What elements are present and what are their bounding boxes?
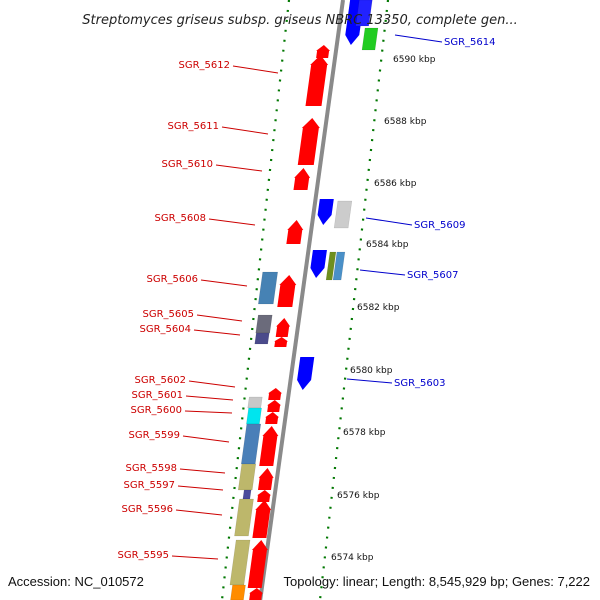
feature-block-khaki — [234, 498, 254, 537]
chromosome-backbone — [258, 0, 345, 600]
left-gene-labels: SGR_5612 SGR_5611 SGR_5610 SGR_5608 SGR_… — [118, 60, 231, 561]
gene-arrow-plus — [274, 337, 289, 347]
gene-arrow-plus — [247, 540, 268, 588]
gene-label-sgr5611[interactable]: SGR_5611 — [168, 121, 220, 132]
leader-line — [188, 380, 236, 388]
gene-arrow-plus — [257, 468, 274, 490]
leader-line — [171, 555, 219, 560]
feature-block-khaki — [229, 539, 251, 586]
gene-label-sgr5604[interactable]: SGR_5604 — [140, 324, 192, 335]
gene-label-sgr5602[interactable]: SGR_5602 — [135, 375, 187, 386]
tick-label: 6576 kbp — [337, 491, 380, 501]
tick-label: 6574 kbp — [331, 553, 374, 563]
leader-line — [200, 279, 248, 287]
gene-arrow-plus — [286, 220, 304, 244]
feature-block-grey — [333, 200, 353, 229]
feature-block-lightgrey — [247, 396, 263, 409]
leader-line — [177, 485, 224, 491]
gene-arrow-plus — [268, 388, 283, 400]
leader-line — [359, 269, 406, 276]
tick-label: 6582 kbp — [357, 303, 400, 313]
feature-block-cyan — [246, 407, 262, 425]
feature-block-slate — [255, 314, 273, 334]
leader-line — [193, 329, 241, 336]
left-scale-line — [220, 0, 291, 600]
feature-block-steelblue — [240, 423, 262, 465]
gene-label-sgr5609[interactable]: SGR_5609 — [414, 220, 466, 231]
leader-line — [182, 435, 230, 443]
feature-block-orange — [230, 584, 246, 600]
gene-arrow-plus — [275, 318, 291, 337]
map-title: Streptomyces griseus subsp. griseus NBRC… — [82, 13, 517, 28]
gene-label-sgr5612[interactable]: SGR_5612 — [179, 60, 231, 71]
scale-tick-labels: 6590 kbp 6588 kbp 6586 kbp 6584 kbp 6582… — [331, 55, 436, 563]
gene-label-sgr5607[interactable]: SGR_5607 — [407, 270, 459, 281]
gene-arrow-plus — [265, 412, 280, 424]
feature-block-green — [361, 27, 379, 51]
gene-label-sgr5603[interactable]: SGR_5603 — [394, 378, 446, 389]
gene-arrow-plus — [305, 55, 329, 106]
gene-label-sgr5599[interactable]: SGR_5599 — [129, 430, 181, 441]
tick-label: 6584 kbp — [366, 240, 409, 250]
leader-line — [175, 509, 223, 516]
gene-arrow-plus — [252, 500, 272, 538]
gene-arrow-plus — [267, 400, 282, 412]
gene-arrow-plus — [277, 275, 297, 307]
gene-label-sgr5614[interactable]: SGR_5614 — [444, 37, 496, 48]
gene-label-sgr5600[interactable]: SGR_5600 — [131, 405, 183, 416]
feature-block-steel — [332, 251, 346, 281]
leader-line — [196, 314, 243, 322]
gene-arrow-plus — [293, 168, 311, 190]
feature-block-slate — [242, 489, 252, 500]
gene-label-sgr5606[interactable]: SGR_5606 — [147, 274, 199, 285]
tick-label: 6590 kbp — [393, 55, 436, 65]
gene-label-sgr5597[interactable]: SGR_5597 — [124, 480, 176, 491]
leader-line — [232, 65, 279, 74]
feature-block-darkslate — [254, 332, 270, 345]
gene-arrow-minus — [317, 199, 334, 225]
gene-label-sgr5598[interactable]: SGR_5598 — [126, 463, 178, 474]
gene-label-sgr5605[interactable]: SGR_5605 — [143, 309, 195, 320]
tick-label: 6588 kbp — [384, 117, 427, 127]
tick-label: 6580 kbp — [350, 366, 393, 376]
gene-label-sgr5595[interactable]: SGR_5595 — [118, 550, 170, 561]
feature-block-steelblue — [258, 271, 278, 305]
gene-arrow-plus — [249, 588, 264, 600]
tick-label: 6586 kbp — [374, 179, 417, 189]
gene-label-sgr5601[interactable]: SGR_5601 — [132, 390, 184, 401]
leader-line — [208, 218, 256, 226]
right-gene-labels: SGR_5614 SGR_5609 SGR_5607 SGR_5603 — [394, 37, 496, 389]
genome-summary-text: Topology: linear; Length: 8,545,929 bp; … — [284, 574, 590, 589]
leader-line — [179, 468, 226, 474]
feature-block-khaki — [237, 463, 257, 491]
leader-line — [346, 378, 393, 384]
gene-arrow-plus — [257, 490, 272, 502]
leader-line — [185, 395, 234, 401]
map-graphics — [171, 0, 443, 600]
gene-arrow-plus — [316, 45, 331, 58]
feature-block-blue — [355, 0, 373, 27]
accession-text: Accession: NC_010572 — [8, 574, 144, 589]
gene-arrow-minus — [297, 357, 315, 390]
gene-arrow-plus — [297, 118, 320, 165]
gene-label-sgr5608[interactable]: SGR_5608 — [155, 213, 207, 224]
gene-label-sgr5596[interactable]: SGR_5596 — [122, 504, 174, 515]
gene-label-sgr5610[interactable]: SGR_5610 — [162, 159, 214, 170]
feature-block-olive — [325, 251, 337, 281]
right-scale-line — [318, 0, 390, 600]
leader-line — [184, 410, 233, 414]
tick-label: 6578 kbp — [343, 428, 386, 438]
leader-line — [221, 126, 269, 135]
leader-line — [394, 34, 443, 43]
gene-arrow-plus — [259, 426, 279, 466]
leader-line — [215, 164, 263, 172]
gene-arrow-minus — [310, 250, 327, 278]
leader-line — [365, 217, 413, 226]
